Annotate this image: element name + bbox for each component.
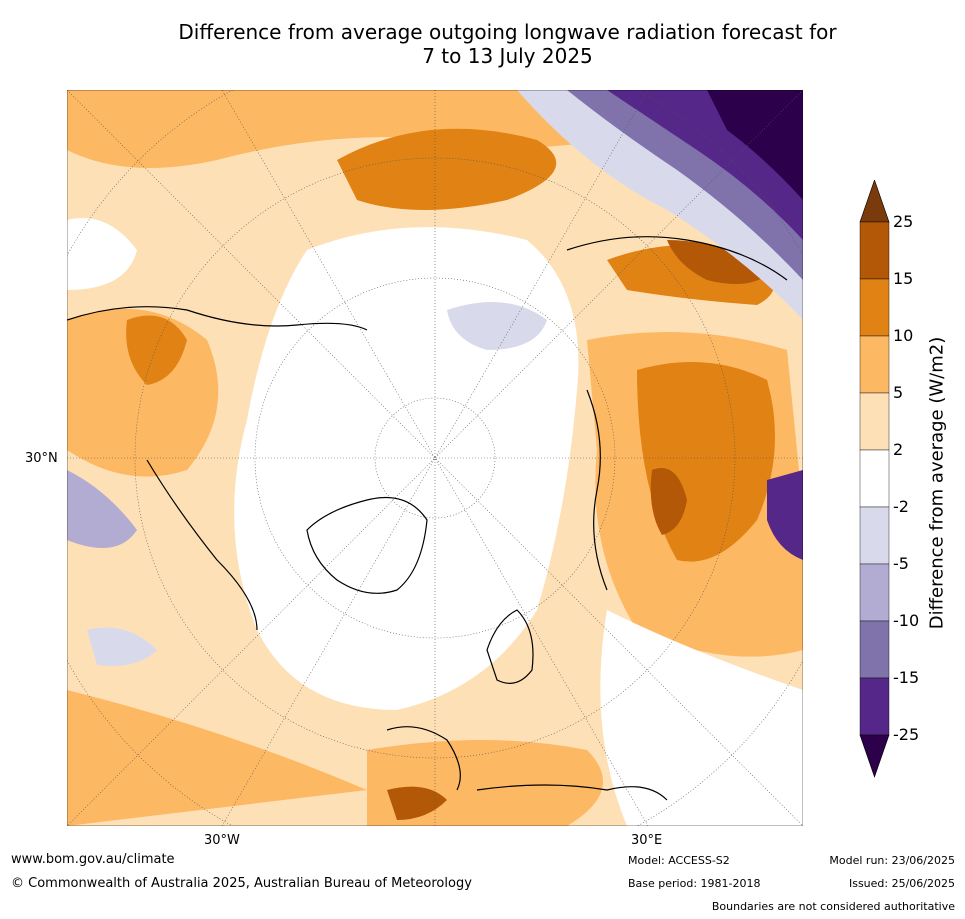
colorbar-tick-label: 5	[893, 383, 904, 402]
title-line-2: 7 to 13 July 2025	[422, 44, 593, 68]
colorbar-tick-label: -5	[893, 554, 909, 573]
colorbar-segment	[859, 620, 890, 679]
neutral-region-middle-east	[600, 610, 803, 826]
footer-model-run: Model run: 23/06/2025	[829, 854, 955, 867]
negative-region-barents	[447, 302, 547, 350]
anomaly-region-north-dark	[337, 128, 557, 210]
greenland-coast	[306, 496, 428, 594]
anomaly-region-atlantic	[67, 690, 367, 826]
lon-label-30e: 30°E	[631, 833, 663, 848]
neutral-region-pacific	[67, 218, 137, 290]
europe-coast	[386, 726, 461, 791]
title-line-1: Difference from average outgoing longwav…	[178, 20, 837, 44]
lon-label-30w: 30°W	[204, 833, 240, 848]
negative-region-east-pacific	[87, 627, 157, 666]
scandinavia-coast	[486, 609, 534, 684]
lat-label-30n: 30°N	[25, 451, 58, 466]
colorbar	[859, 180, 890, 778]
coastlines	[67, 236, 788, 801]
anomaly-region-canada-dark	[126, 315, 187, 385]
negative-region-pacific-core	[707, 90, 803, 200]
footer-copyright: © Commonwealth of Australia 2025, Austra…	[11, 876, 472, 891]
colorbar-segment	[859, 278, 890, 337]
graticule	[67, 90, 803, 826]
colorbar-segment	[859, 335, 890, 394]
map-title: Difference from average outgoing longwav…	[100, 20, 915, 68]
mediterranean-coast	[476, 784, 668, 801]
footer-base-period: Base period: 1981-2018	[628, 877, 761, 890]
anomaly-region-sahara-core	[387, 786, 447, 820]
colorbar-segment	[859, 506, 890, 565]
colorbar-segment	[859, 221, 890, 280]
colorbar-tick-label: 2	[893, 440, 904, 459]
colorbar-segment	[859, 677, 890, 736]
anomaly-region-asia-core	[650, 468, 687, 535]
colorbar-tick-label: -2	[893, 497, 909, 516]
colorbar-tick-label: 25	[893, 212, 914, 231]
footer-issued: Issued: 25/06/2025	[848, 877, 955, 890]
colorbar-tick-label: -25	[893, 725, 920, 744]
footer-url[interactable]: www.bom.gov.au/climate	[11, 852, 175, 867]
colorbar-extend-top	[859, 180, 890, 223]
colorbar-tick-label: -10	[893, 611, 920, 630]
negative-region-alaska	[67, 470, 137, 548]
anomaly-map	[67, 90, 803, 826]
footer-model: Model: ACCESS-S2	[628, 854, 730, 867]
footer-disclaimer: Boundaries are not considered authoritat…	[711, 900, 955, 913]
negative-region-tibet	[767, 470, 803, 560]
colorbar-tick-label: -15	[893, 668, 920, 687]
colorbar-tick-label: 15	[893, 269, 914, 288]
colorbar-extend-bottom	[859, 734, 890, 778]
anomaly-region-siberia-core	[667, 240, 767, 284]
colorbar-segment	[859, 392, 890, 451]
colorbar-tick-label: 10	[893, 326, 914, 345]
colorbar-title: Difference from average (W/m2)	[926, 336, 948, 630]
colorbar-segment	[859, 563, 890, 622]
colorbar-segment	[859, 449, 890, 508]
